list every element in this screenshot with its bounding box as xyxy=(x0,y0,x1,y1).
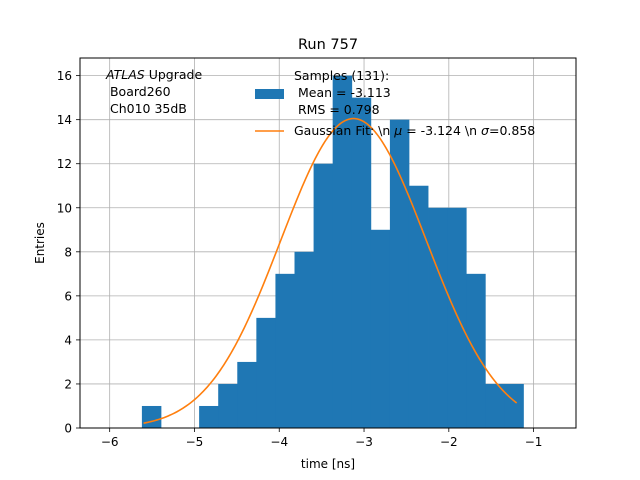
channel-label: Ch010 35dB xyxy=(106,101,187,116)
legend-fit-suffix: =0.858 xyxy=(489,123,535,138)
x-tick-label: −2 xyxy=(440,435,458,449)
y-tick-label: 14 xyxy=(57,113,72,127)
histogram-bar xyxy=(370,229,391,428)
histogram-bar xyxy=(141,405,162,428)
legend: Samples (131): Mean = -3.113 RMS = 0.798… xyxy=(255,68,535,138)
legend-samples-swatch xyxy=(255,89,284,99)
legend-fit-label: Gaussian Fit: \n μ = -3.124 \n σ=0.858 xyxy=(294,123,535,138)
histogram-bar xyxy=(504,383,524,428)
y-tick-label: 2 xyxy=(64,377,72,391)
histogram-bar xyxy=(389,119,410,429)
x-tick-label: −4 xyxy=(270,435,288,449)
histogram-bar xyxy=(351,97,372,429)
legend-samples-mean: Mean = -3.113 xyxy=(294,85,391,100)
x-tick-label: −6 xyxy=(101,435,119,449)
y-tick-label: 10 xyxy=(57,201,72,215)
svg-text:ATLAS Upgrade: ATLAS Upgrade xyxy=(105,67,202,82)
y-tick-label: 16 xyxy=(57,69,72,83)
histogram-bar xyxy=(408,185,429,428)
histogram-bar xyxy=(313,163,334,428)
x-axis-label: time [ns] xyxy=(301,457,355,471)
y-axis-label: Entries xyxy=(33,222,47,264)
x-axis-ticks: −6 −5 −4 −3 −2 −1 xyxy=(101,428,543,449)
y-axis-ticks: 0 2 4 6 8 10 12 14 16 xyxy=(57,69,80,436)
histogram-bar xyxy=(275,273,295,428)
histogram-bar xyxy=(256,317,276,428)
y-tick-label: 4 xyxy=(64,333,72,347)
histogram-bar xyxy=(294,251,314,428)
y-tick-label: 6 xyxy=(64,289,72,303)
chart-title: Run 757 xyxy=(298,37,358,53)
histogram-bar xyxy=(199,405,219,428)
atlas-annotation: ATLAS Upgrade Board260 Ch010 35dB xyxy=(105,67,202,116)
plot-frame xyxy=(79,57,577,429)
y-tick-label: 8 xyxy=(64,245,72,259)
legend-fit-mid: = -3.124 \n xyxy=(402,123,481,138)
legend-fit-mu: μ xyxy=(393,123,402,138)
y-tick-label: 12 xyxy=(57,157,72,171)
x-tick-label: −5 xyxy=(186,435,204,449)
upgrade-label: Upgrade xyxy=(145,67,203,82)
x-tick-label: −3 xyxy=(355,435,373,449)
atlas-label: ATLAS xyxy=(105,67,145,82)
histogram-bars xyxy=(141,75,524,429)
histogram-bar xyxy=(237,361,257,428)
board-label: Board260 xyxy=(106,84,171,99)
legend-samples-rms: RMS = 0.798 xyxy=(294,102,380,117)
legend-samples-title: Samples (131): xyxy=(294,68,389,83)
legend-fit-sigma: σ xyxy=(481,123,490,138)
gaussian-fit-curve xyxy=(143,117,518,424)
histogram-bar xyxy=(218,383,238,428)
histogram-bar xyxy=(466,273,486,428)
x-tick-label: −1 xyxy=(525,435,543,449)
legend-fit-prefix: Gaussian Fit: \n xyxy=(294,123,394,138)
histogram-bar xyxy=(485,383,505,428)
histogram-bar xyxy=(428,207,448,428)
histogram-bar xyxy=(332,75,353,428)
histogram-bar xyxy=(447,207,467,428)
y-tick-label: 0 xyxy=(64,422,72,436)
